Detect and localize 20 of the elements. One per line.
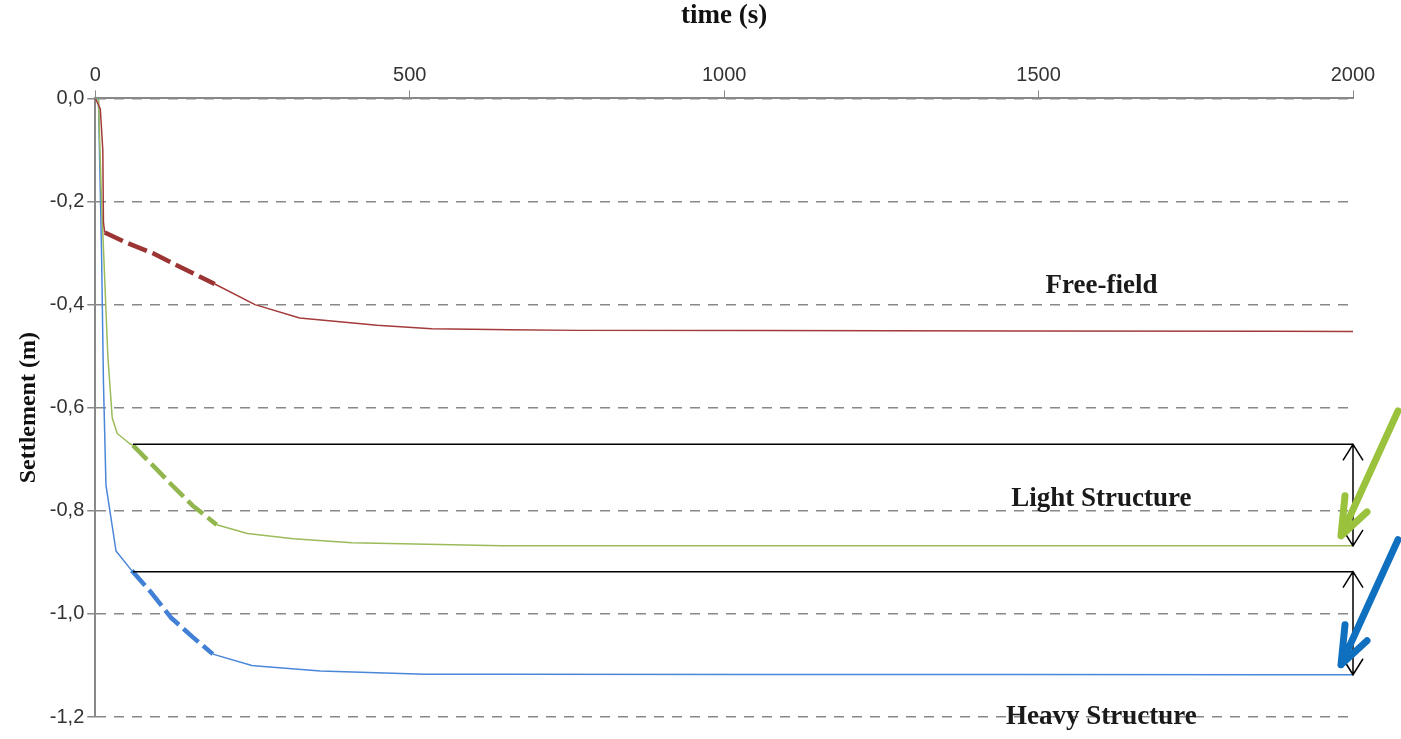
x-axis-title: time (s): [681, 0, 768, 30]
x-tick-label: 500: [393, 62, 427, 85]
y-tick-label: -0,6: [49, 395, 85, 418]
x-tick-label: 0: [89, 62, 101, 85]
y-axis-title: Settlement (m): [13, 332, 40, 484]
y-tick-label: -1,2: [49, 704, 85, 727]
line-series: [130, 443, 219, 527]
y-tick-label: -0,2: [49, 189, 85, 212]
line-series: [102, 230, 217, 287]
series-label: Free-field: [1045, 269, 1158, 300]
y-tick-label: -0,4: [49, 292, 85, 315]
line-series: [129, 568, 216, 657]
x-tick-label: 1500: [1016, 62, 1061, 85]
series-label: Light Structure: [1011, 481, 1192, 512]
y-tick-label: 0,0: [56, 85, 85, 108]
y-tick-label: -0,8: [49, 498, 85, 521]
series-label: Heavy Structure: [1006, 699, 1197, 730]
y-tick-label: -1,0: [49, 601, 85, 624]
x-tick-label: 1000: [701, 62, 747, 85]
x-tick-label: 2000: [1330, 62, 1376, 85]
